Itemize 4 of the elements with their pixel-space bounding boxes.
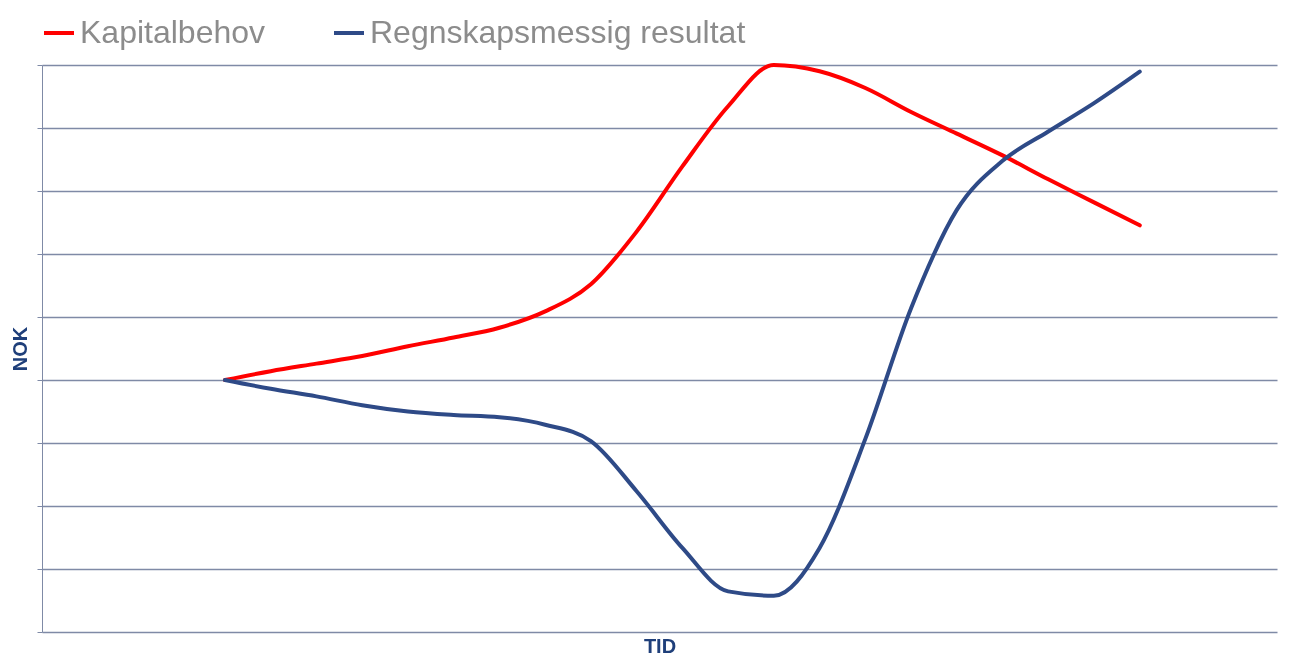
y-axis-title: NOK: [9, 326, 31, 372]
x-axis-title: TID: [643, 634, 677, 657]
legend-label: Kapitalbehov: [80, 14, 266, 50]
legend-label: Regnskapsmessig resultat: [370, 14, 746, 50]
